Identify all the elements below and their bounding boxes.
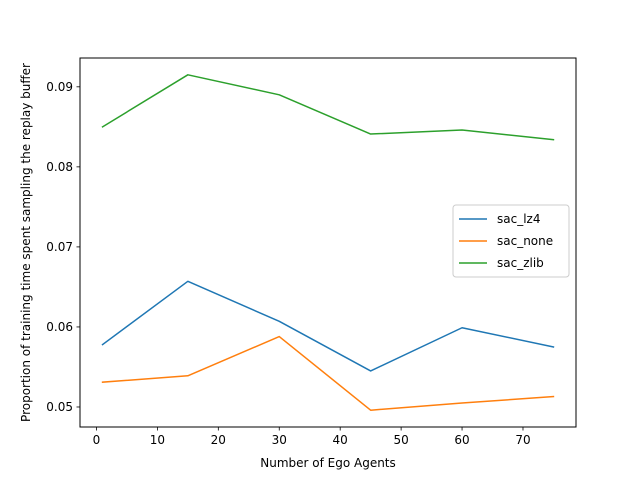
- legend: sac_lz4 sac_none sac_zlib: [452, 204, 570, 278]
- y-tick-label: 0.05: [46, 400, 73, 414]
- x-tick-label: 30: [272, 433, 287, 447]
- x-axis: 0 10 20 30 40 50 60 70: [93, 427, 531, 447]
- series-line-sac_none: [101, 335, 555, 411]
- plot-frame: [79, 57, 577, 428]
- y-axis-label: Proportion of training time spent sampli…: [19, 63, 33, 422]
- y-tick-label: 0.06: [46, 320, 73, 334]
- series-layer: [101, 74, 555, 411]
- series-line-sac_lz4: [101, 280, 555, 372]
- x-tick-label: 40: [333, 433, 348, 447]
- legend-label-sac_lz4: sac_lz4: [497, 212, 540, 226]
- x-tick-label: 10: [150, 433, 165, 447]
- y-tick-label: 0.08: [46, 160, 73, 174]
- x-tick-label: 70: [515, 433, 530, 447]
- legend-box: [452, 204, 570, 278]
- legend-label-sac_none: sac_none: [497, 234, 553, 248]
- legend-label-sac_zlib: sac_zlib: [497, 256, 544, 270]
- y-tick-label: 0.09: [46, 80, 73, 94]
- series-line-sac_zlib: [101, 74, 555, 141]
- y-axis: 0.05 0.06 0.07 0.08 0.09: [46, 80, 80, 414]
- x-tick-label: 50: [393, 433, 408, 447]
- x-axis-label: Number of Ego Agents: [260, 456, 396, 470]
- x-tick-label: 60: [454, 433, 469, 447]
- y-tick-label: 0.07: [46, 240, 73, 254]
- x-tick-label: 20: [211, 433, 226, 447]
- x-tick-label: 0: [93, 433, 101, 447]
